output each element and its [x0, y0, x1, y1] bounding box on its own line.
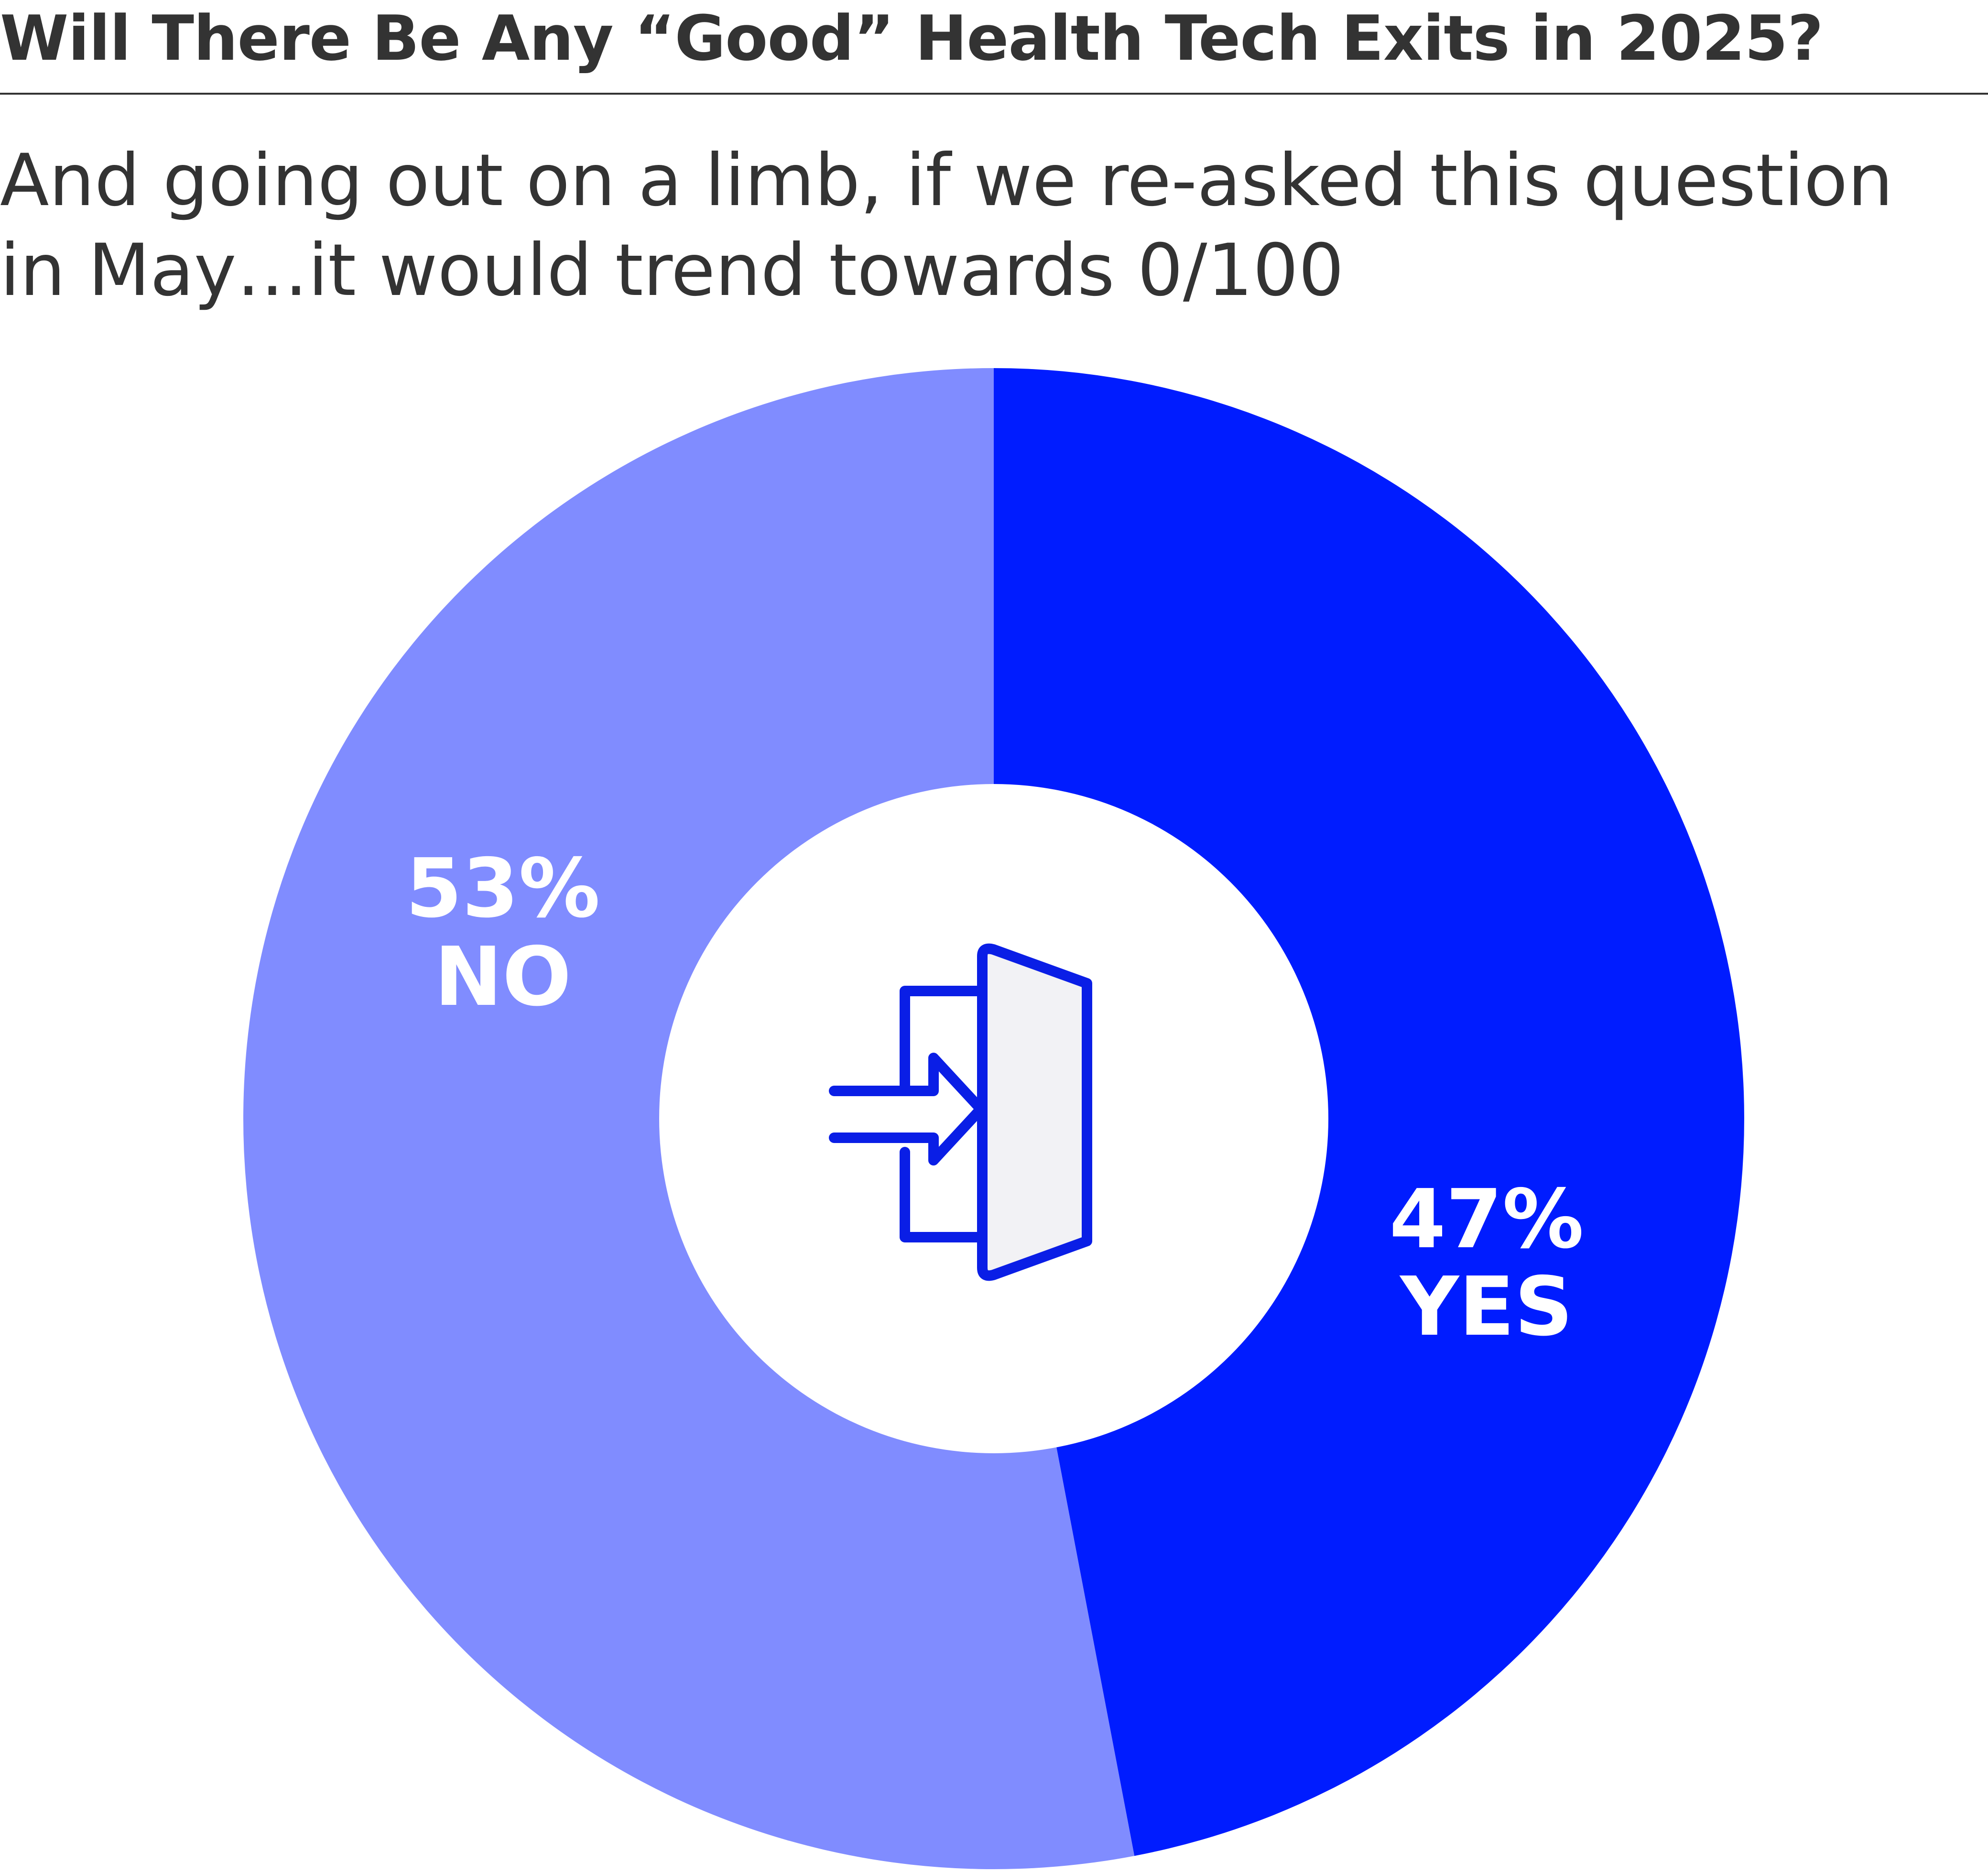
- chart-subtitle: And going out on a limb, if we re-asked …: [0, 136, 1960, 316]
- door-frame-top: [900, 986, 983, 1096]
- slice-label-yes-percent: 47%: [1390, 1172, 1584, 1267]
- subtitle-line-1: And going out on a limb, if we re-asked …: [0, 139, 1893, 222]
- slice-label-no-percent: 53%: [406, 841, 600, 936]
- title-divider: [0, 93, 1988, 95]
- door-frame-bottom: [900, 1147, 983, 1242]
- subtitle-line-2: in May…it would trend towards 0/100: [0, 229, 1344, 312]
- slice-yes: [994, 368, 1744, 1856]
- slice-label-yes-name: YES: [1399, 1260, 1573, 1354]
- exit-door-icon: [829, 943, 1092, 1281]
- slice-labels: 53% NO 47% YES: [406, 841, 1584, 1354]
- door-panel: [977, 943, 1092, 1281]
- slice-label-no-name: NO: [435, 930, 572, 1024]
- chart-title: Will There Be Any “Good” Health Tech Exi…: [0, 2, 1824, 75]
